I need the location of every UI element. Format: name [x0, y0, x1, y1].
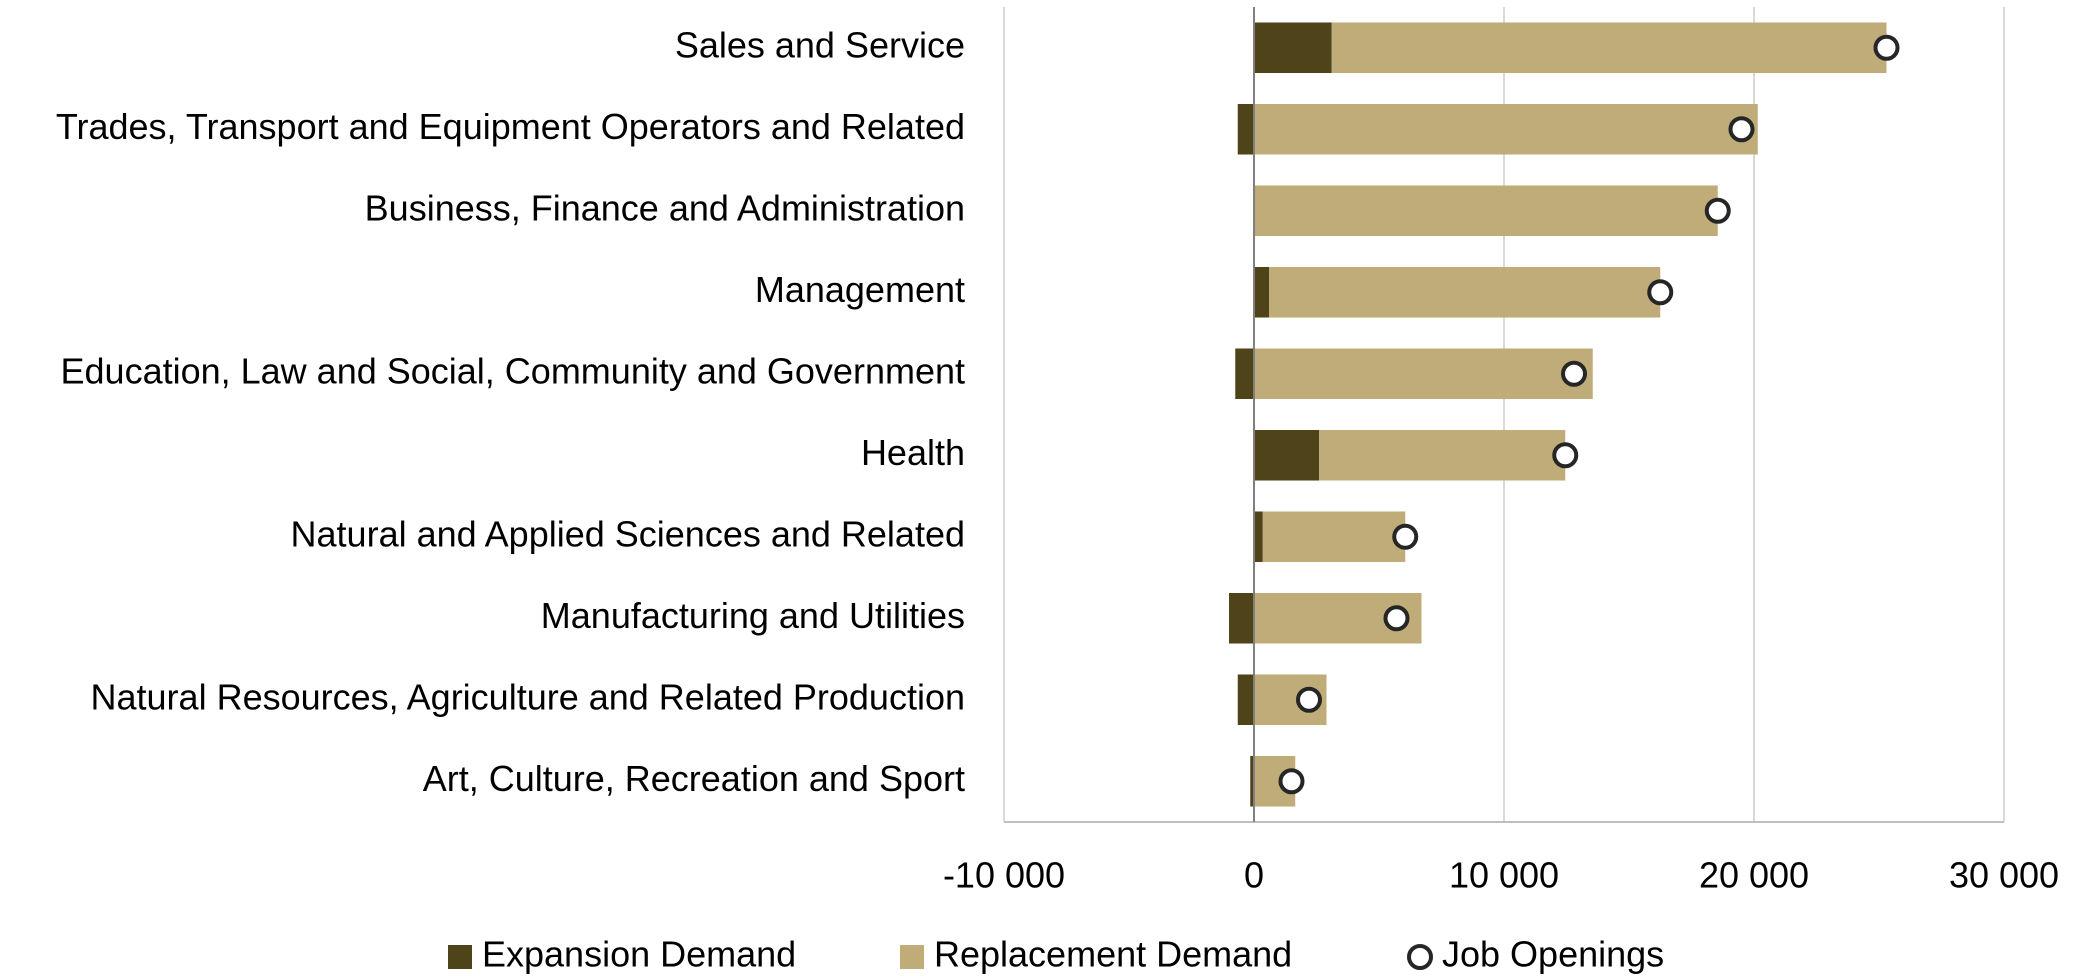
marker: [1296, 686, 1322, 713]
legend-swatch: [900, 945, 924, 969]
marker: [1873, 34, 1900, 61]
bar: [1254, 22, 1332, 74]
y-tick-label: Trades, Transport and Equipment Operator…: [56, 106, 965, 147]
x-tick-label: 20 000: [1699, 855, 1809, 896]
bar: [1269, 266, 1661, 318]
bar: [1237, 674, 1254, 726]
y-tick-label: Natural Resources, Agriculture and Relat…: [91, 676, 965, 717]
marker: [1704, 197, 1731, 224]
legend-swatch: [448, 945, 472, 969]
bar: [1254, 266, 1269, 318]
bar: [1254, 429, 1319, 481]
bar: [1319, 429, 1566, 481]
marker: [1647, 279, 1674, 306]
bar: [1229, 592, 1254, 644]
legend-label: Replacement Demand: [934, 934, 1292, 975]
marker: [1561, 360, 1587, 387]
marker: [1728, 116, 1755, 143]
bar: [1255, 185, 1718, 237]
bar: [1331, 22, 1887, 74]
x-tick-label: 30 000: [1949, 855, 2059, 896]
x-tick-label: 10 000: [1449, 855, 1559, 896]
bar: [1254, 348, 1593, 400]
y-tick-label: Business, Finance and Administration: [365, 187, 965, 228]
marker: [1552, 442, 1579, 469]
marker: [1278, 768, 1305, 795]
y-tick-label: Management: [755, 269, 965, 310]
y-tick-label: Sales and Service: [675, 24, 965, 65]
y-tick-label: Education, Law and Social, Community and…: [61, 350, 965, 391]
marker: [1392, 523, 1419, 550]
bar: [1237, 103, 1254, 155]
marker: [1383, 605, 1410, 632]
bar: [1254, 511, 1263, 563]
legend-swatch: [1407, 944, 1433, 970]
y-tick-label: Health: [861, 432, 965, 473]
bar: [1235, 348, 1254, 400]
x-tick-label: -10 000: [943, 855, 1065, 896]
y-tick-label: Manufacturing and Utilities: [541, 595, 965, 636]
x-tick-label: 0: [1244, 855, 1264, 896]
bar: [1254, 103, 1758, 155]
bar: [1250, 755, 1254, 807]
bar: [1262, 511, 1406, 563]
legend-label: Expansion Demand: [482, 934, 796, 975]
legend-label: Job Openings: [1442, 934, 1664, 975]
y-tick-label: Art, Culture, Recreation and Sport: [423, 758, 965, 799]
y-tick-label: Natural and Applied Sciences and Related: [291, 513, 965, 554]
